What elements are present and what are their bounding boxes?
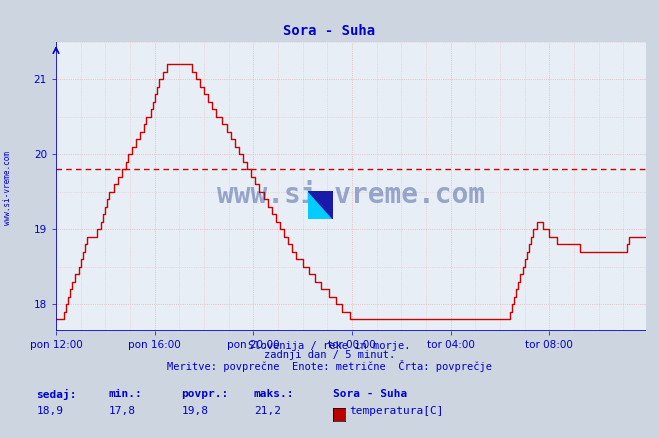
Text: sedaj:: sedaj: (36, 389, 76, 400)
Text: www.si-vreme.com: www.si-vreme.com (217, 181, 485, 209)
Text: 21,2: 21,2 (254, 406, 281, 417)
Text: maks.:: maks.: (254, 389, 294, 399)
Text: Sora - Suha: Sora - Suha (333, 389, 407, 399)
Text: Meritve: povprečne  Enote: metrične  Črta: povprečje: Meritve: povprečne Enote: metrične Črta:… (167, 360, 492, 372)
Text: Slovenija / reke in morje.: Slovenija / reke in morje. (248, 341, 411, 351)
Text: Sora - Suha: Sora - Suha (283, 24, 376, 38)
Polygon shape (308, 191, 333, 219)
Text: temperatura[C]: temperatura[C] (349, 406, 444, 417)
Polygon shape (308, 191, 333, 219)
Text: 17,8: 17,8 (109, 406, 136, 417)
Text: 19,8: 19,8 (181, 406, 208, 417)
Text: zadnji dan / 5 minut.: zadnji dan / 5 minut. (264, 350, 395, 360)
Text: 18,9: 18,9 (36, 406, 63, 417)
Text: povpr.:: povpr.: (181, 389, 229, 399)
Text: www.si-vreme.com: www.si-vreme.com (3, 152, 13, 225)
Text: min.:: min.: (109, 389, 142, 399)
